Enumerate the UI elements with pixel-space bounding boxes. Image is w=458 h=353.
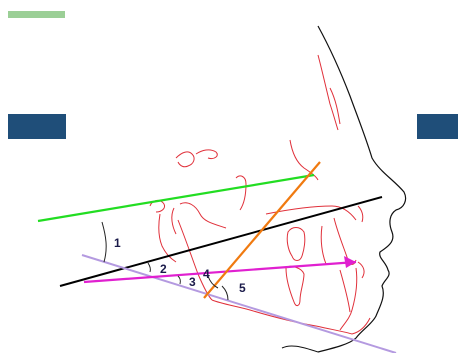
palatal-plane-line	[59, 196, 383, 287]
occlusal-arrowhead	[344, 256, 356, 268]
occlusal-plane-line	[83, 260, 357, 284]
angle-4-label: 4	[203, 267, 210, 281]
angle-2-label: 2	[160, 262, 167, 276]
header-accent-bar	[8, 11, 65, 18]
molar-upper	[286, 227, 306, 261]
neck-outline	[281, 345, 319, 353]
left-nav-block[interactable]	[8, 114, 66, 139]
molar-lower	[285, 265, 305, 307]
angle-3-arc	[177, 275, 181, 285]
angle-1-arc	[101, 221, 107, 263]
angle-5-arc	[221, 285, 229, 301]
angle-3-label: 3	[189, 275, 196, 289]
angle-5-label: 5	[239, 281, 246, 295]
angle-1-label: 1	[114, 236, 121, 250]
angle-4-arc	[207, 275, 219, 289]
angle-2-arc	[147, 262, 151, 273]
frankfort-horizontal-line	[37, 173, 315, 223]
hard-tissue-tracing	[149, 54, 371, 335]
facial-axis-line	[203, 161, 321, 299]
right-nav-block[interactable]	[417, 114, 458, 139]
mandibular-plane-line	[81, 254, 397, 353]
soft-tissue-profile	[317, 25, 407, 353]
angle-arcs	[101, 221, 229, 301]
